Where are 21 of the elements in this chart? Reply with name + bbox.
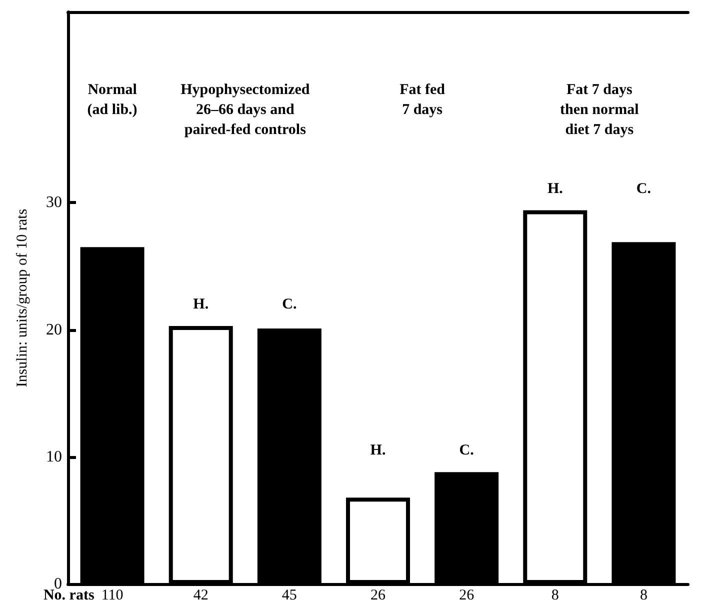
x-tick-label: 8 xyxy=(640,588,648,604)
annotation: H. xyxy=(547,180,564,197)
x-tick-label: 110 xyxy=(101,588,124,604)
annotation: Normal (ad lib.) xyxy=(87,82,138,118)
annotation: C. xyxy=(459,442,474,459)
annotation: H. xyxy=(370,442,386,459)
annotation: H. xyxy=(193,296,209,312)
y-tick-label: 10 xyxy=(46,448,62,466)
annotation: Hypophysectomized 26–66 days and paired-fed controls xyxy=(180,82,310,138)
y-tick-label: 20 xyxy=(46,321,62,338)
y-tick-label: 30 xyxy=(46,194,62,212)
x-tick-label: 42 xyxy=(193,588,208,604)
x-tick-label: 45 xyxy=(282,588,297,604)
x-tick-label: 26 xyxy=(370,588,386,604)
annotation: Fat 7 days then normal diet 7 days xyxy=(560,82,639,138)
x-tick-label: 8 xyxy=(551,588,559,604)
y-axis-title: Insulin: units/group of 10 rats xyxy=(14,208,30,388)
annotation: Fat fed 7 days xyxy=(400,82,446,118)
x-tick-label: 26 xyxy=(459,588,475,604)
annotation: C. xyxy=(282,296,297,312)
annotation: C. xyxy=(636,180,652,197)
